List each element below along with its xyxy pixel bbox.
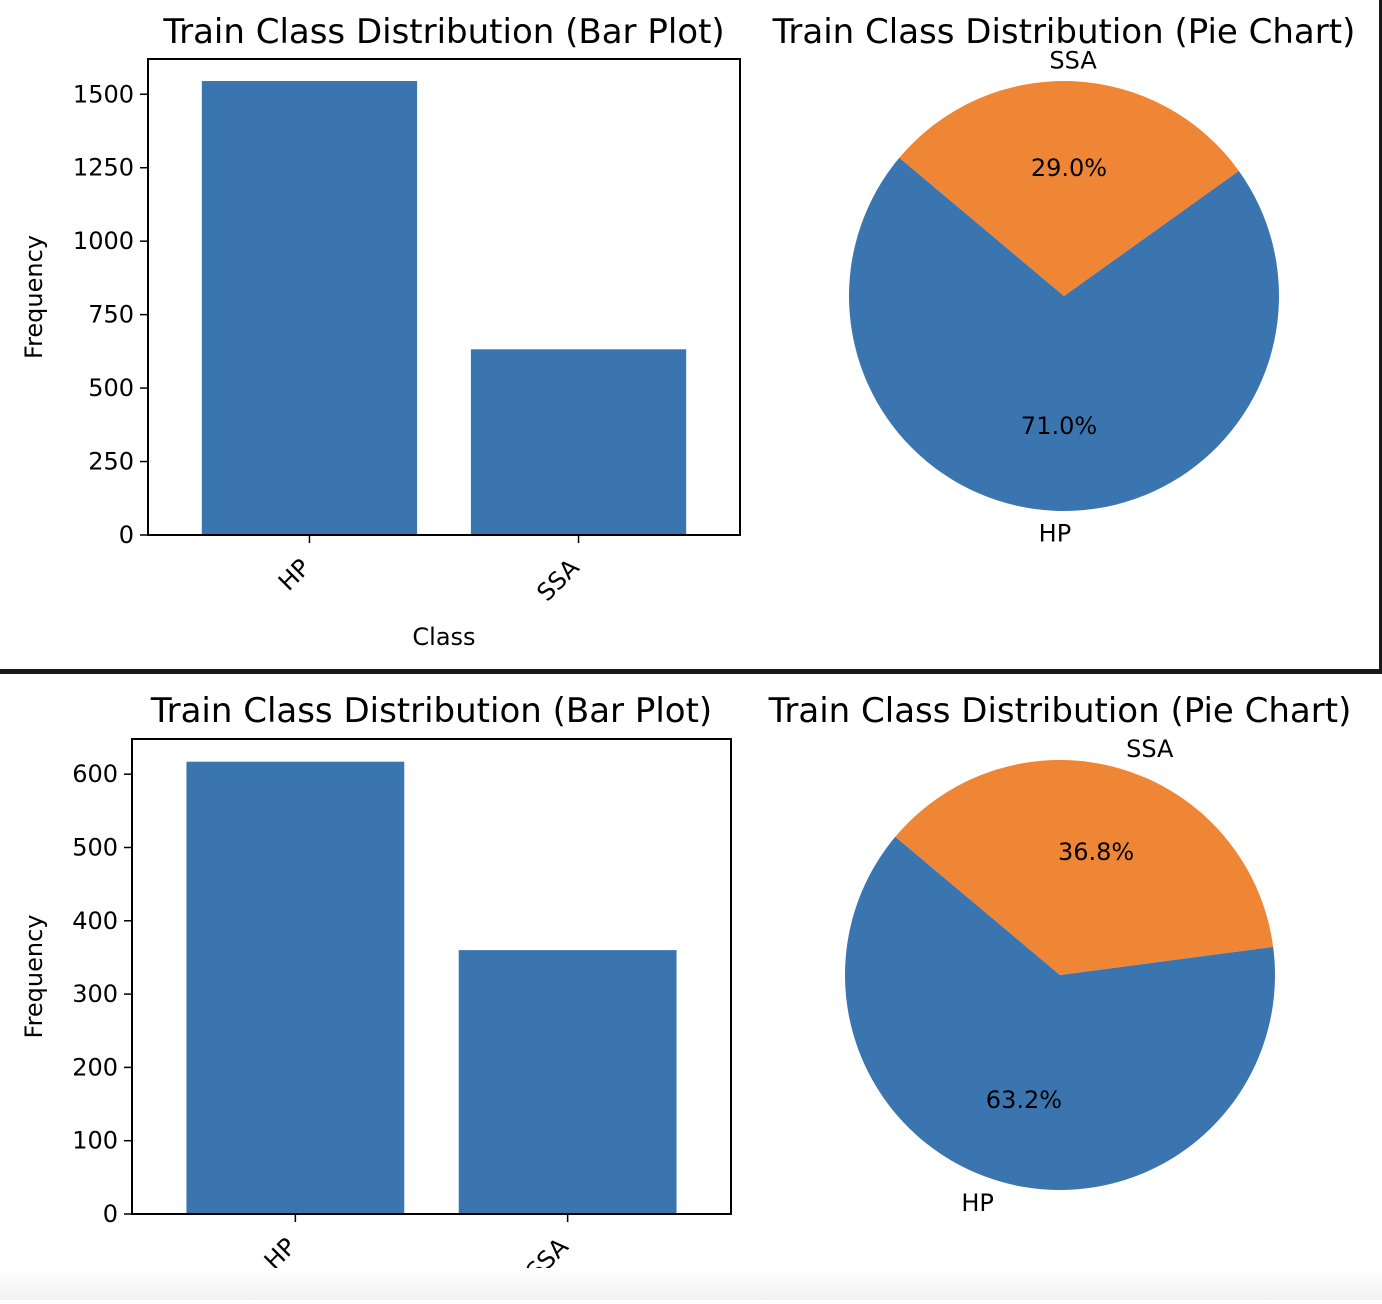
bar-ssa — [470, 349, 687, 535]
y-tick-label: 400 — [72, 907, 118, 935]
y-tick-label: 100 — [72, 1127, 118, 1155]
y-tick-label: 300 — [72, 980, 118, 1008]
pie-slice-hp — [848, 157, 1280, 511]
bottom-output-panel: Train Class Distribution (Bar Plot) HP SSA… — [0, 674, 1382, 1300]
y-tick-label: 1000 — [73, 227, 134, 255]
y-tick-label: 1500 — [73, 80, 134, 108]
x-tick-label: SSA — [532, 553, 586, 607]
pie-pct-label-hp: 63.2% — [986, 1086, 1062, 1114]
chart-title: Train Class Distribution (Pie Chart) — [768, 691, 1352, 731]
pie-chart-1: Train Class Distribution (Pie Chart) 71.0… — [772, 12, 1356, 547]
y-tick-label: 500 — [88, 374, 134, 402]
chart-title: Train Class Distribution (Bar Plot) — [162, 12, 724, 52]
pie-slice-label-hp: HP — [1039, 519, 1072, 547]
top-output-panel: Train Class Distribution (Bar Plot) HP SSA… — [20, 0, 1382, 669]
pie-pct-label-ssa: 29.0% — [1031, 154, 1107, 182]
bar-chart-2: Train Class Distribution (Bar Plot)HP SSA… — [20, 691, 732, 1286]
y-tick-label: 0 — [119, 521, 134, 549]
scroll-fade — [0, 1268, 1382, 1300]
pie-pct-label-ssa: 36.8% — [1058, 838, 1134, 866]
pie-slice-label-ssa: SSA — [1126, 735, 1174, 763]
y-tick-label: 250 — [88, 448, 134, 476]
y-tick-label: 0 — [103, 1200, 118, 1228]
chart-title: Train Class Distribution (Bar Plot) — [150, 691, 712, 731]
plot-frame — [131, 738, 732, 1215]
bar-chart-0: Train Class Distribution (Bar Plot) HP SSA… — [20, 12, 741, 651]
pie-slice-ssa — [899, 80, 1239, 296]
x-tick-label: HP — [273, 553, 316, 596]
pie-slice-hp — [844, 836, 1275, 1190]
bottom-figure: Train Class Distribution (Bar Plot) HP SSA… — [20, 691, 1352, 1286]
x-axis-label: Class — [412, 623, 475, 651]
y-axis-label: Frequency — [20, 235, 48, 359]
pie-slice-ssa — [895, 759, 1274, 975]
y-tick-label: 500 — [72, 833, 118, 861]
bar-hp — [201, 81, 418, 535]
pie-pct-label-hp: 71.0% — [1021, 412, 1097, 440]
y-axis-label: Frequency — [20, 915, 48, 1039]
y-tick-label: 200 — [72, 1053, 118, 1081]
pie-slice-label-hp: HP — [961, 1189, 994, 1217]
y-tick-label: 750 — [88, 301, 134, 329]
top-figure: Train Class Distribution (Bar Plot) HP SSA… — [20, 12, 1356, 651]
pie-chart-3: Train Class Distribution (Pie Chart) 63.2… — [768, 691, 1352, 1217]
plot-frame — [147, 58, 741, 536]
chart-title: Train Class Distribution (Pie Chart) — [772, 12, 1356, 52]
pie-slice-label-ssa: SSA — [1049, 47, 1097, 75]
y-tick-label: 600 — [72, 760, 118, 788]
panel-divider — [0, 669, 1382, 674]
bar-hp — [186, 761, 405, 1214]
y-tick-label: 1250 — [73, 154, 134, 182]
bar-ssa — [458, 950, 677, 1214]
